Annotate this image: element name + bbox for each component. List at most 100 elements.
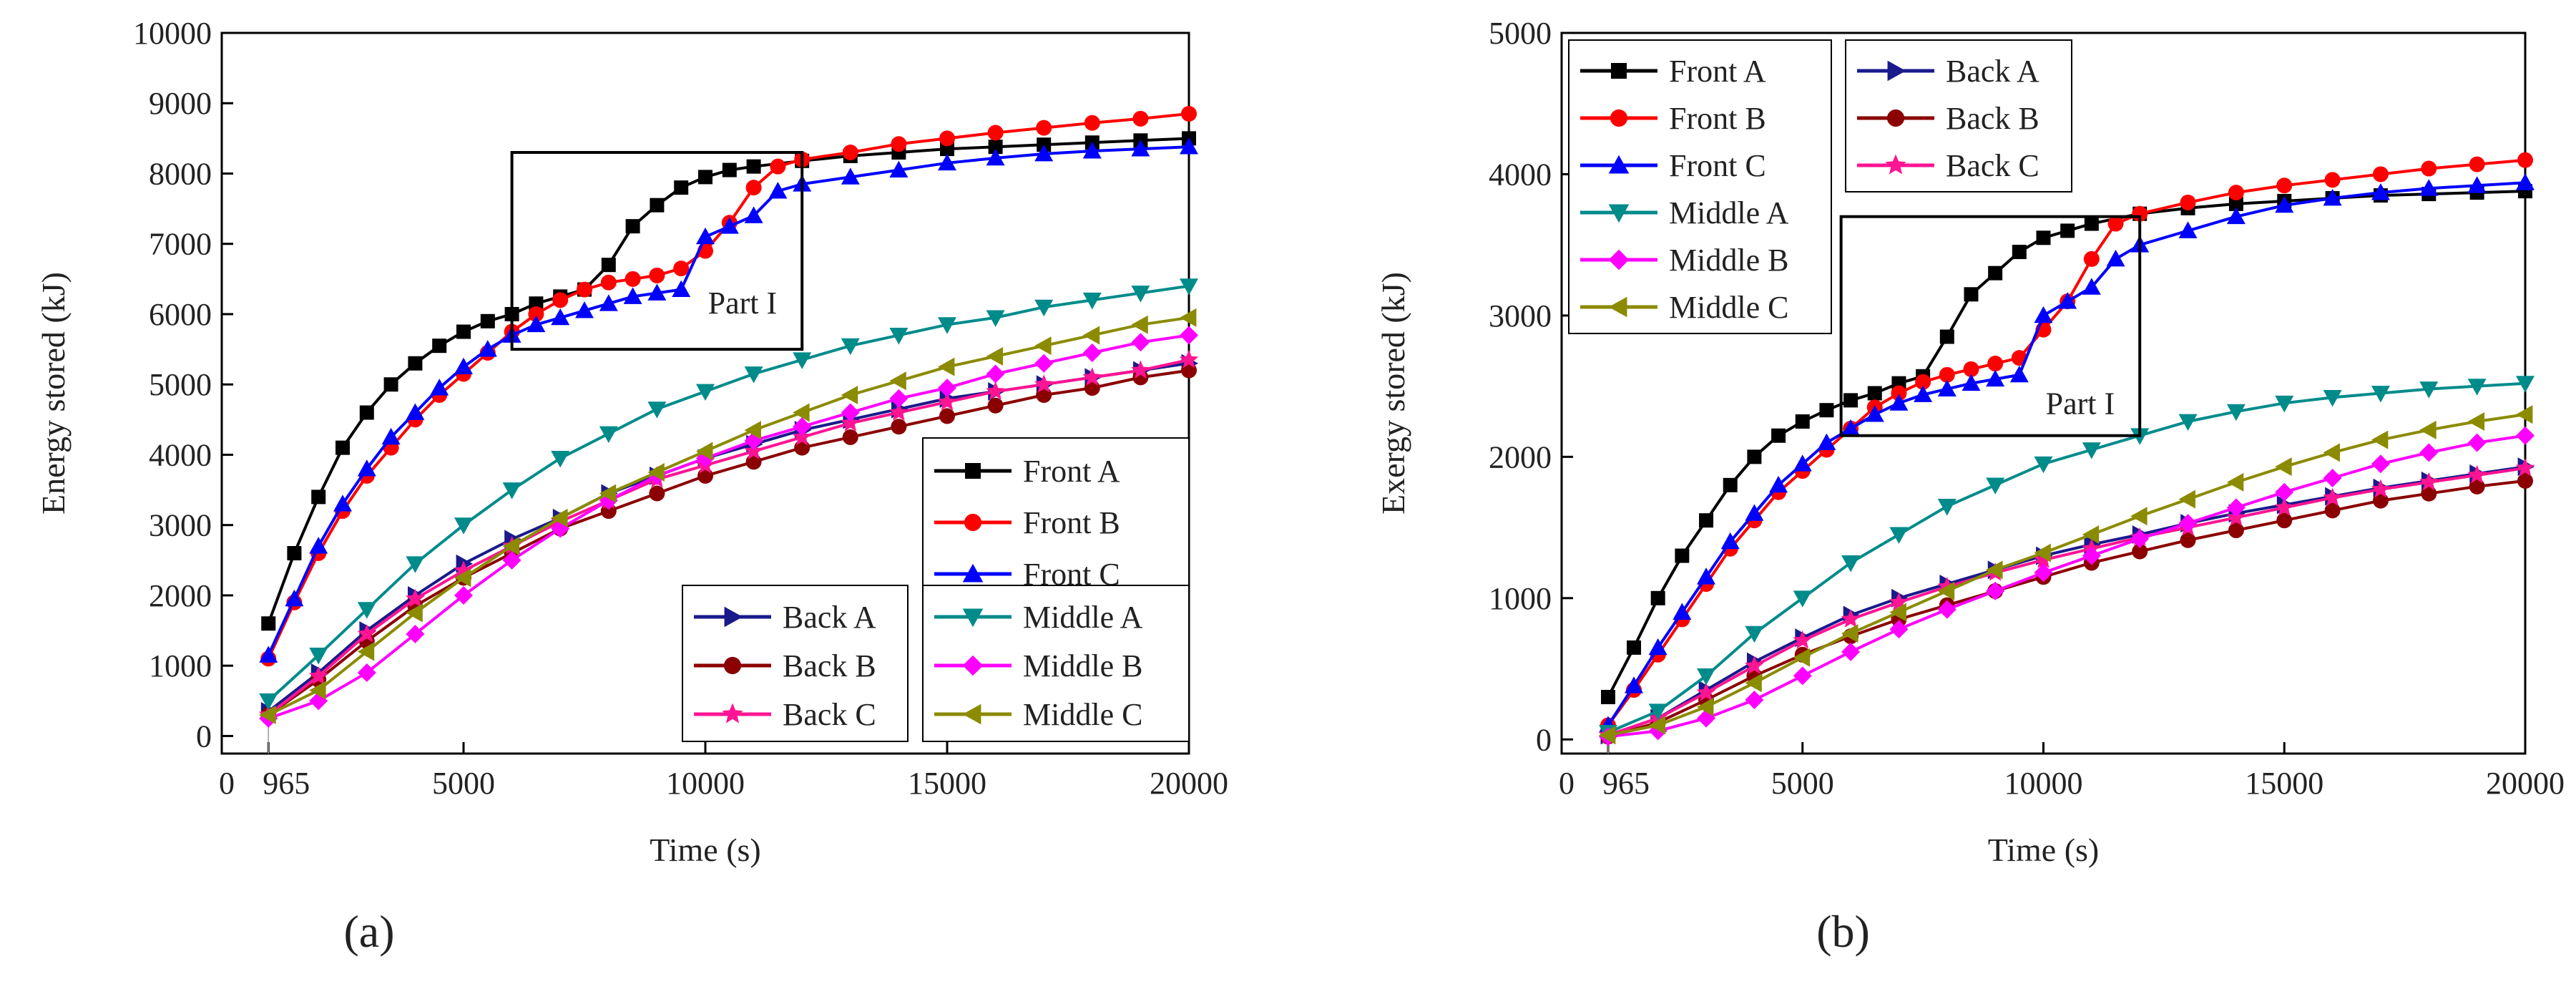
legend-box: Back A Back B Back C — [1845, 39, 2072, 193]
data-point — [2323, 390, 2342, 407]
x-tick-label: 965 — [263, 766, 310, 801]
data-point — [2419, 381, 2439, 399]
data-point — [1865, 405, 1884, 422]
data-point — [599, 484, 617, 503]
data-point — [357, 459, 376, 477]
data-point — [2467, 433, 2487, 452]
data-point — [308, 666, 328, 685]
data-point — [1180, 308, 1197, 327]
data-point — [1181, 105, 1197, 122]
data-point — [1841, 609, 1861, 628]
data-point — [1131, 286, 1150, 303]
data-point — [2009, 365, 2029, 383]
data-point — [2178, 414, 2198, 431]
x-tick-label: 0 — [1559, 766, 1575, 801]
data-point — [1082, 326, 1100, 345]
data-point — [1867, 386, 1882, 401]
panel-b-exergy-chart: 0 1000 2000 3000 4000 5000 0 965 5000 10000 15000 2… — [1375, 16, 2565, 957]
legend-box: Front A Front B Front C Middle A Middle B Mid… — [1568, 39, 1832, 334]
data-point — [722, 162, 737, 177]
legend-swatch-marker — [965, 463, 981, 479]
data-point — [1939, 366, 1955, 383]
data-point — [770, 158, 786, 175]
y-axis-title: Exergy stored (kJ) — [1375, 272, 1411, 515]
x-tick-label: 20000 — [2486, 766, 2565, 801]
panel-label: (a) — [343, 906, 394, 957]
data-point — [1082, 344, 1102, 363]
data-point — [625, 271, 641, 287]
data-point — [1180, 137, 1198, 155]
data-point — [1696, 683, 1716, 701]
data-point — [1747, 449, 1762, 464]
data-point — [988, 140, 1003, 155]
data-point — [1082, 292, 1102, 310]
data-point — [841, 338, 860, 356]
data-point — [1131, 360, 1150, 379]
data-point — [2058, 292, 2077, 309]
data-point — [2324, 172, 2341, 188]
series-front-c — [1598, 173, 2535, 733]
data-point — [2517, 152, 2533, 168]
data-point — [1697, 567, 1716, 585]
data-point — [745, 454, 762, 470]
data-point — [1843, 393, 1858, 408]
data-point — [2275, 457, 2292, 477]
legend-swatch-marker — [964, 513, 982, 532]
data-point — [551, 308, 570, 326]
data-point — [625, 219, 640, 234]
data-point — [2323, 189, 2342, 206]
series-line — [1607, 479, 2526, 739]
data-point — [1986, 560, 2003, 580]
data-point — [1648, 703, 1667, 721]
data-point — [938, 317, 956, 334]
data-point — [2034, 563, 2053, 583]
y-axis-title: Energy stored (kJ) — [35, 272, 72, 515]
data-point — [287, 546, 302, 561]
data-point — [2276, 512, 2293, 529]
data-point — [1889, 620, 1909, 639]
legend-swatch-marker — [962, 563, 984, 583]
data-point — [1131, 315, 1148, 334]
data-point — [259, 705, 276, 724]
data-point — [454, 357, 473, 375]
data-point — [430, 379, 449, 396]
data-point — [2228, 196, 2243, 211]
data-point — [2516, 173, 2535, 190]
data-point — [2419, 420, 2437, 439]
data-point — [1648, 716, 1666, 735]
legend-swatch-marker — [1608, 204, 1630, 223]
data-point — [502, 550, 521, 570]
data-point — [698, 170, 712, 185]
y-tick-label: 2000 — [149, 578, 212, 613]
data-point — [456, 324, 471, 339]
data-point — [2083, 250, 2100, 267]
data-point — [889, 160, 909, 177]
legend-swatch-marker — [962, 655, 984, 676]
data-point — [406, 624, 425, 643]
data-point — [986, 310, 1005, 327]
data-point — [2180, 532, 2196, 548]
data-point — [1131, 333, 1150, 352]
data-point — [1914, 385, 1933, 402]
data-point — [1937, 600, 1957, 619]
y-tick-label: 5000 — [149, 367, 212, 402]
data-point — [650, 198, 665, 213]
data-point — [842, 429, 858, 445]
series-front-a — [261, 131, 1196, 631]
series-middle-c — [259, 308, 1197, 724]
data-point — [2419, 179, 2439, 196]
legend-label: Middle C — [1669, 290, 1788, 325]
data-point — [527, 315, 546, 333]
data-point — [744, 206, 763, 223]
data-point — [889, 389, 909, 408]
data-point — [1036, 386, 1052, 403]
zoom-region-label: Part I — [2046, 386, 2115, 422]
data-point — [2226, 404, 2246, 422]
data-point — [2469, 478, 2485, 495]
data-point — [357, 642, 375, 661]
data-point — [1745, 673, 1762, 693]
legend-swatch-marker — [723, 656, 742, 675]
data-point — [1598, 726, 1616, 745]
data-point — [2106, 249, 2125, 267]
